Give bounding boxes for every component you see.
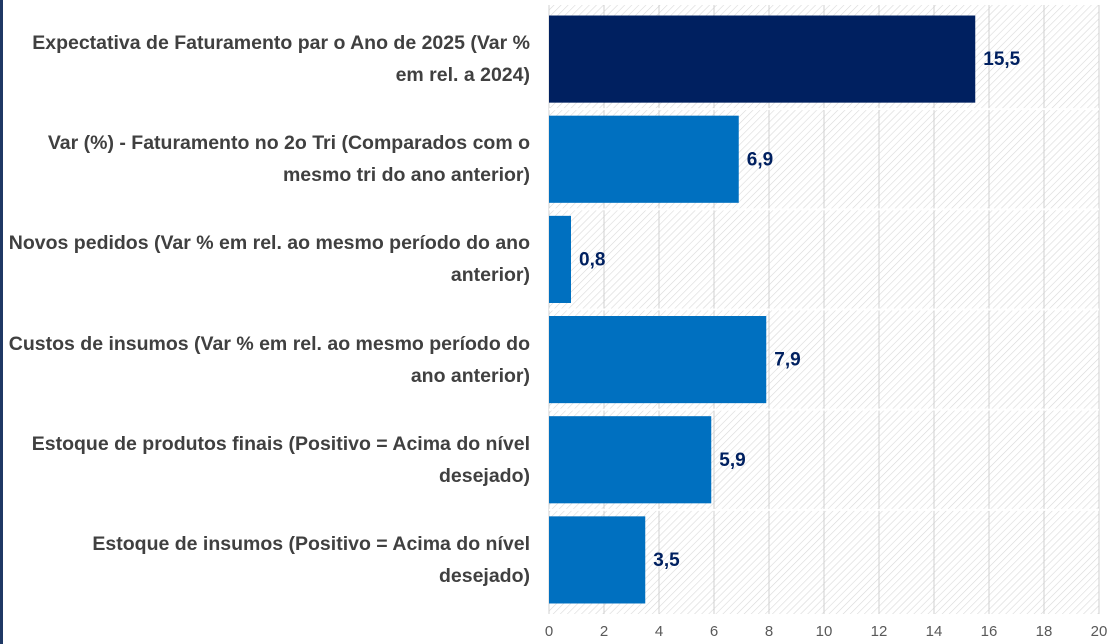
category-label: Estoque de produtos finais (Positivo = A… [31, 432, 530, 487]
x-tick-label: 16 [981, 623, 998, 640]
x-tick-label: 12 [871, 623, 888, 640]
category-label: Estoque de insumos (Positivo = Acima do … [92, 532, 530, 587]
x-tick-label: 8 [765, 623, 773, 640]
x-tick-label: 2 [600, 623, 608, 640]
bar [549, 316, 767, 404]
category-label: Novos pedidos (Var % em rel. ao mesmo pe… [8, 232, 530, 287]
bar [549, 516, 646, 604]
bar [549, 115, 739, 203]
data-label: 0,8 [579, 249, 605, 270]
bar [549, 15, 976, 103]
x-tick-label: 14 [926, 623, 943, 640]
data-label: 7,9 [774, 350, 800, 371]
bar [549, 215, 571, 303]
data-label: 3,5 [653, 550, 680, 571]
category-label: Custos de insumos (Var % em rel. ao mesm… [8, 332, 530, 387]
x-tick-label: 10 [816, 623, 833, 640]
x-tick-label: 20 [1091, 623, 1108, 640]
data-label: 6,9 [747, 149, 773, 170]
category-label: Var (%) - Faturamento no 2o Tri (Compara… [47, 132, 530, 187]
x-tick-label: 0 [545, 623, 553, 640]
category-label: Expectativa de Faturamento par o Ano de … [32, 32, 530, 87]
left-edge [0, 0, 3, 644]
x-tick-label: 4 [655, 623, 663, 640]
x-tick-label: 6 [710, 623, 718, 640]
x-tick-label: 18 [1036, 623, 1053, 640]
data-label: 15,5 [983, 49, 1020, 70]
bar [549, 416, 712, 504]
data-label: 5,9 [719, 450, 745, 471]
